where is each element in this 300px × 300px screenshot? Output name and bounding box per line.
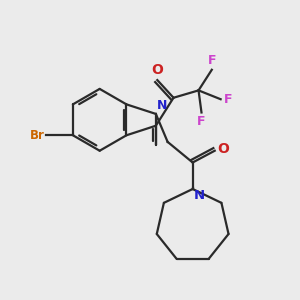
Text: N: N	[194, 189, 205, 202]
Text: F: F	[224, 93, 232, 106]
Text: F: F	[197, 115, 206, 128]
Text: Br: Br	[30, 129, 45, 142]
Text: O: O	[152, 63, 163, 76]
Text: N: N	[157, 99, 168, 112]
Text: F: F	[208, 54, 216, 68]
Text: O: O	[217, 142, 229, 156]
